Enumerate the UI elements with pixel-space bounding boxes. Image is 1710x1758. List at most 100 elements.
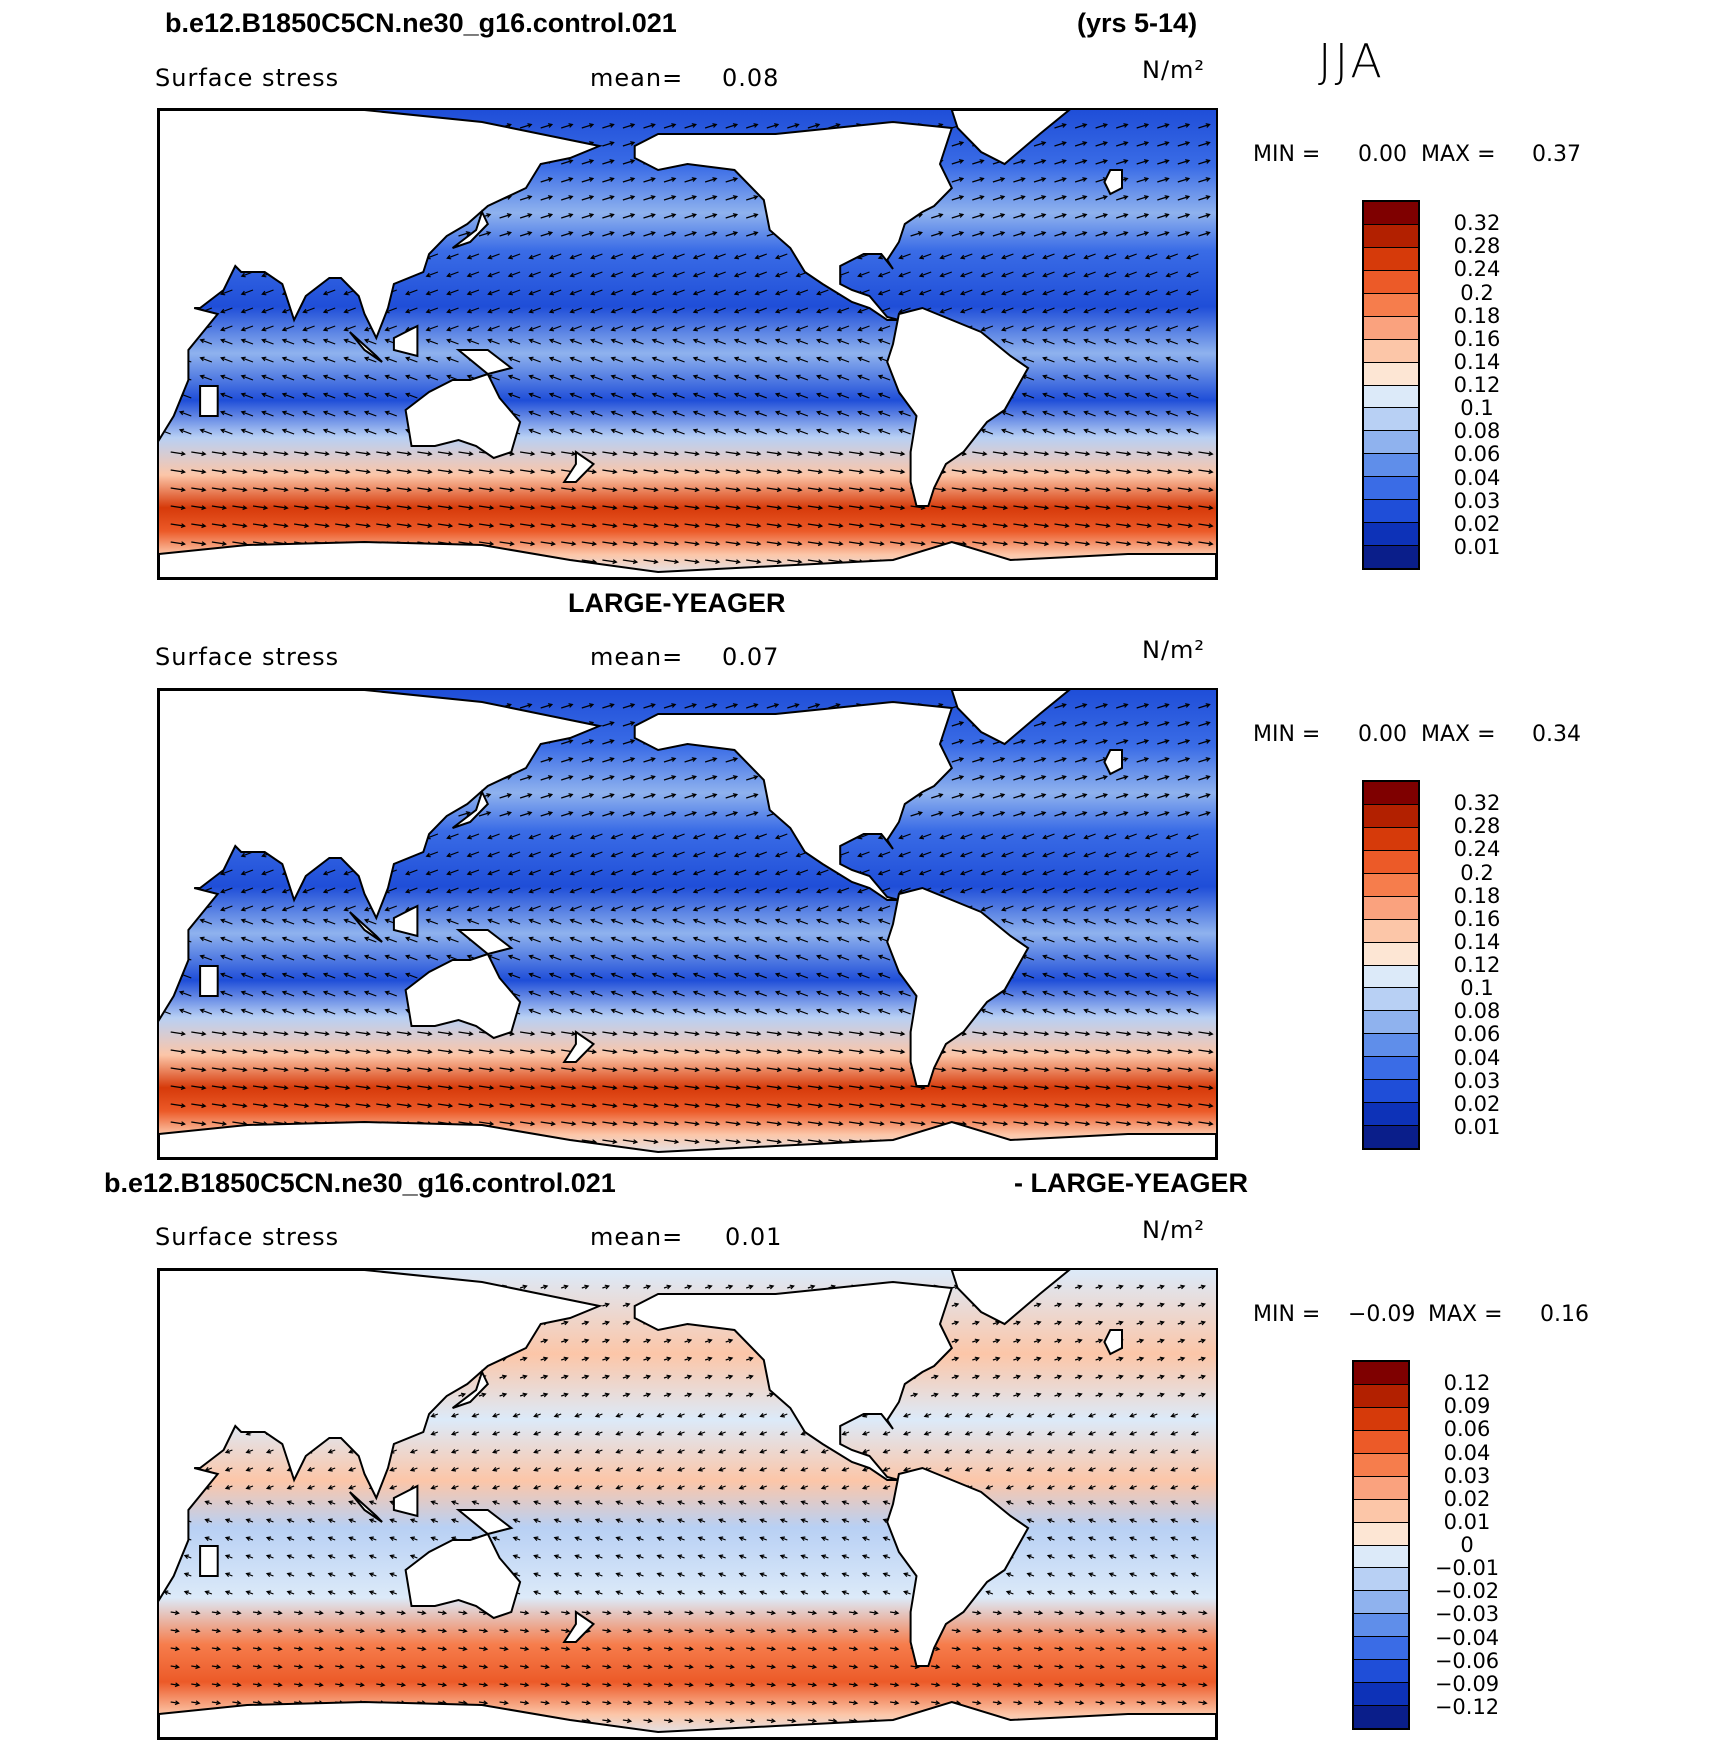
mean-label-3: mean= — [590, 1223, 684, 1251]
min-value-2: 0.00 — [1358, 722, 1407, 747]
min-value-3: −0.09 — [1348, 1302, 1416, 1327]
colorbar-tick-label: −0.04 — [1434, 1625, 1500, 1650]
colorbar-swatch — [1364, 454, 1418, 478]
colorbar-tick-label: 0.09 — [1443, 1394, 1491, 1419]
colorbar-swatch — [1354, 1384, 1408, 1408]
colorbar-tick-label: 0.03 — [1453, 488, 1501, 513]
colorbar-swatch — [1364, 942, 1418, 966]
colorbar-swatch — [1364, 965, 1418, 989]
colorbar-swatch — [1364, 316, 1418, 340]
colorbar-tick-label: 0.06 — [1453, 1022, 1501, 1047]
landmass — [562, 1610, 596, 1643]
colorbar-swatch — [1364, 385, 1418, 409]
colorbar-swatch — [1354, 1637, 1408, 1661]
colorbar-tick-label: 0.06 — [1443, 1417, 1491, 1442]
colorbar-swatch — [1354, 1683, 1408, 1707]
landmass — [633, 120, 954, 321]
colorbar-tick-label: 0.08 — [1453, 999, 1501, 1024]
max-label-2: MAX = — [1421, 722, 1496, 747]
colorbar-swatch — [1364, 270, 1418, 294]
map-panel-model — [157, 108, 1218, 580]
years-label: (yrs 5-14) — [1077, 8, 1198, 38]
units-label-2: N/m² — [1142, 636, 1206, 664]
landmass — [392, 904, 419, 938]
landmass — [159, 1120, 1216, 1158]
mean-value-1: 0.08 — [722, 64, 780, 92]
landmass — [392, 324, 419, 358]
colorbar-tick-label: 0.24 — [1453, 257, 1501, 282]
colorbar-swatch — [1364, 919, 1418, 943]
colorbar-tick-label: 0.16 — [1453, 326, 1501, 351]
colorbar-tick-label: 0.1 — [1460, 396, 1494, 421]
units-label-1: N/m² — [1142, 56, 1206, 84]
continents — [159, 1270, 1216, 1738]
colorbar-tick-label: 0.03 — [1443, 1463, 1491, 1488]
min-value-1: 0.00 — [1358, 142, 1407, 167]
landmass — [159, 110, 603, 442]
colorbar-tick-label: 0.01 — [1453, 1114, 1501, 1139]
max-value-2: 0.34 — [1532, 722, 1581, 747]
landmass — [349, 331, 383, 363]
colorbar-swatch — [1364, 988, 1418, 1012]
colorbar-swatch — [1364, 1011, 1418, 1035]
units-label-3: N/m² — [1142, 1216, 1206, 1244]
colorbar-swatch — [1364, 1126, 1418, 1148]
landmass — [1103, 1329, 1123, 1356]
landmass — [950, 1270, 1071, 1326]
colorbar-tick-label: 0.2 — [1460, 280, 1494, 305]
landmass — [950, 110, 1071, 166]
landmass — [159, 540, 1216, 578]
colorbar-tick-label: 0.04 — [1443, 1440, 1491, 1465]
colorbar-tick-label: 0.28 — [1453, 234, 1501, 259]
colorbar-tick-label: 0.04 — [1453, 465, 1501, 490]
mean-label-1: mean= — [590, 64, 684, 92]
colorbar-tick-label: 0.24 — [1453, 837, 1501, 862]
colorbar-tick-label: 0.12 — [1453, 373, 1501, 397]
landmass — [451, 789, 490, 829]
landmass — [633, 1280, 954, 1481]
mean-value-2: 0.07 — [722, 643, 780, 671]
colorbar-3 — [1352, 1360, 1410, 1730]
colorbar-tick-label: 0.03 — [1453, 1068, 1501, 1093]
colorbar-swatch — [1354, 1614, 1408, 1638]
landmass — [451, 209, 490, 249]
colorbar-swatch — [1354, 1499, 1408, 1523]
colorbar-swatch — [1354, 1476, 1408, 1500]
colorbar-tick-label: 0.12 — [1453, 953, 1501, 977]
landmass — [562, 450, 596, 483]
colorbar-tick-label: 0.14 — [1453, 349, 1501, 374]
map-panel-obs — [157, 688, 1218, 1160]
landmass — [562, 1030, 596, 1063]
colorbar-tick-label: 0.08 — [1453, 419, 1501, 444]
colorbar-tick-label: 0.02 — [1453, 511, 1501, 536]
colorbar-tick-label: 0.06 — [1453, 442, 1501, 467]
landmass — [404, 952, 522, 1040]
colorbar-swatch — [1364, 362, 1418, 386]
colorbar-tick-label: 0.2 — [1460, 860, 1494, 885]
panel-title-obs: LARGE-YEAGER — [568, 588, 786, 618]
colorbar-tick-label: −0.02 — [1434, 1579, 1500, 1604]
colorbar-swatch — [1364, 247, 1418, 271]
continents — [159, 690, 1216, 1158]
landmass — [886, 306, 1030, 507]
colorbar-swatch — [1354, 1706, 1408, 1728]
colorbar-swatch — [1354, 1660, 1408, 1684]
landmass — [349, 1491, 383, 1523]
map-panel-diff — [157, 1268, 1218, 1740]
colorbar-swatch — [1364, 202, 1418, 225]
colorbar-swatch — [1354, 1430, 1408, 1454]
colorbar-swatch — [1364, 224, 1418, 248]
landmass — [455, 349, 514, 376]
colorbar-swatch — [1354, 1407, 1408, 1431]
variable-label-1: Surface stress — [155, 64, 340, 92]
colorbar-tick-label: 0.01 — [1443, 1509, 1491, 1534]
colorbar-swatch — [1364, 408, 1418, 432]
landmass — [404, 1532, 522, 1620]
colorbar-tick-label: 0.18 — [1453, 303, 1501, 328]
colorbar-tick-label: 0.28 — [1453, 814, 1501, 839]
colorbar-tick-label: 0 — [1460, 1533, 1474, 1557]
colorbar-swatch — [1364, 1103, 1418, 1127]
min-label-1: MIN = — [1253, 142, 1321, 167]
colorbar-tick-label: −0.01 — [1434, 1556, 1500, 1581]
landmass — [159, 690, 603, 1022]
